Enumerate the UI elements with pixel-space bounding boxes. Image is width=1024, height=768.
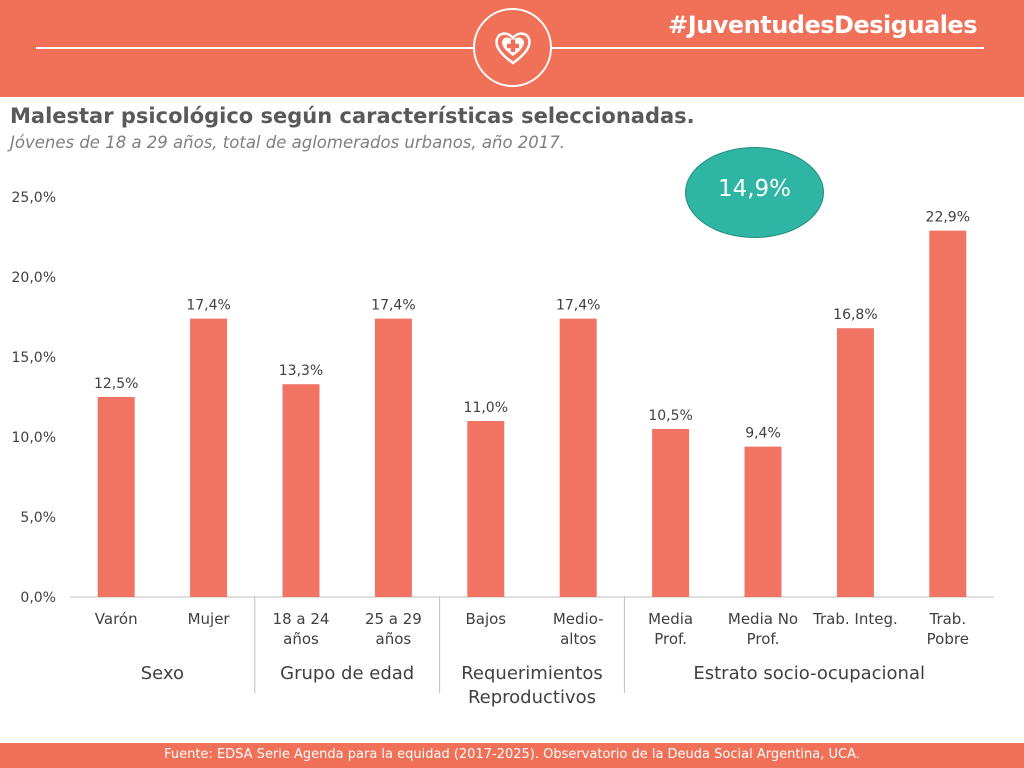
data-label: 11,0% [464, 400, 508, 416]
y-tick-label: 0,0% [20, 590, 56, 606]
header-band: #JuventudesDesiguales [0, 0, 1024, 97]
chart-subtitle: Jóvenes de 18 a 29 años, total de aglome… [10, 133, 566, 152]
header-divider-left [36, 47, 476, 49]
y-tick-label: 25,0% [12, 190, 56, 206]
source-footer: Fuente: EDSA Serie Agenda para la equida… [164, 747, 860, 762]
logo-badge [473, 8, 552, 87]
chart-title: Malestar psicológico según característic… [10, 104, 695, 128]
group-label: Estrato socio-ocupacional [693, 663, 925, 684]
bar [744, 446, 782, 597]
footer-band: Fuente: EDSA Serie Agenda para la equida… [0, 743, 1024, 768]
data-label: 9,4% [745, 426, 781, 442]
group-label: Grupo de edad [280, 663, 414, 684]
data-label: 22,9% [926, 210, 970, 226]
x-tick-label: años [283, 630, 319, 648]
bar [559, 318, 597, 597]
bar [836, 328, 874, 597]
x-tick-label: Mujer [188, 610, 231, 628]
bar [652, 429, 690, 597]
data-label: 17,4% [371, 298, 415, 314]
group-label: Reproductivos [468, 687, 596, 708]
hashtag-title: #JuventudesDesiguales [668, 11, 977, 39]
data-label: 10,5% [648, 408, 692, 424]
y-tick-label: 20,0% [12, 270, 56, 286]
heart-cross-icon [495, 32, 531, 65]
bar [190, 318, 228, 597]
bar-chart: 0,0% 5,0% 10,0% 15,0% 20,0% 25,0% 12,5% Varón 17… [12, 190, 994, 708]
bar [374, 318, 412, 597]
x-tick-label: 25 a 29 [365, 610, 422, 628]
y-tick-label: 10,0% [12, 430, 56, 446]
x-tick-label: Media [648, 610, 693, 628]
x-tick-label: Trab. [928, 610, 966, 628]
x-tick-label: años [376, 630, 412, 648]
x-tick-label: Trab. Integ. [812, 610, 898, 628]
bar [929, 230, 967, 597]
x-tick-label: altos [560, 630, 596, 648]
x-tick-label: 18 a 24 [273, 610, 330, 628]
data-label: 17,4% [556, 298, 600, 314]
x-tick-label: Bajos [465, 610, 506, 628]
x-tick-label: Varón [95, 610, 138, 628]
x-tick-label: Pobre [927, 630, 969, 648]
header-divider-right [550, 47, 984, 49]
bar [97, 397, 135, 597]
x-tick-label: Prof. [654, 630, 687, 648]
y-tick-label: 15,0% [12, 350, 56, 366]
bar [282, 384, 320, 597]
y-tick-label: 5,0% [20, 510, 56, 526]
group-label: Requerimientos [461, 663, 603, 684]
x-tick-label: Media No [728, 610, 798, 628]
x-tick-label: Medio- [553, 610, 604, 628]
total-callout: 14,9% [685, 147, 824, 238]
data-label: 17,4% [186, 298, 230, 314]
group-label: Sexo [141, 663, 184, 684]
data-label: 16,8% [833, 307, 877, 323]
total-callout-value: 14,9% [717, 176, 792, 202]
data-label: 13,3% [279, 363, 323, 379]
x-tick-label: Prof. [747, 630, 780, 648]
bar [467, 421, 505, 597]
data-label: 12,5% [94, 376, 138, 392]
